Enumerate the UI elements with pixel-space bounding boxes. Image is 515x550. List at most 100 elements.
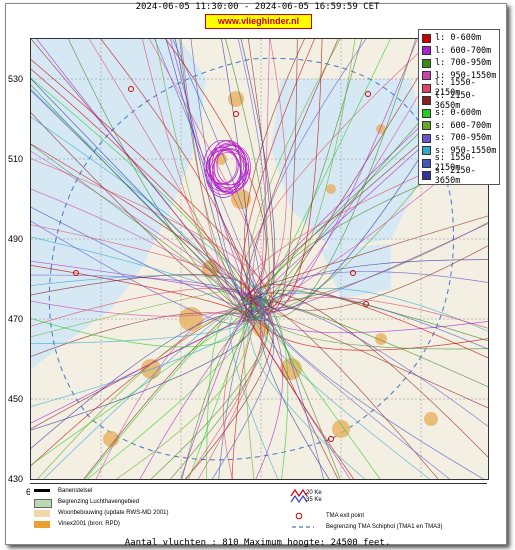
- flight-track: [174, 39, 271, 322]
- tma-exit-label: TMA exit point: [326, 513, 365, 519]
- flight-track: [172, 39, 262, 306]
- flight-track: [31, 112, 254, 319]
- tma-exit-icon: [295, 512, 303, 520]
- y-tick-label: 530: [8, 74, 24, 84]
- flight-track: [244, 39, 287, 300]
- legend-item: s: 600-700m: [419, 120, 499, 133]
- legend-swatch: [422, 96, 431, 106]
- flight-track: [198, 319, 263, 479]
- legend-label: l: 0-600m: [435, 33, 482, 44]
- airport-boundary-swatch: [34, 499, 52, 508]
- flight-track: [247, 318, 351, 479]
- y-tick-label: 470: [8, 314, 24, 324]
- vinex-swatch: [34, 521, 50, 528]
- altitude-legend: l: 0-600m l: 600-700m l: 700-950m l: 950-15…: [418, 29, 500, 186]
- legend-swatch: [422, 46, 431, 56]
- legend-swatch: [422, 108, 431, 118]
- flight-track: [264, 39, 298, 309]
- flight-track: [253, 295, 283, 479]
- flight-summary: Aantal vluchten : 810 Maximum hoogte: 24…: [124, 538, 391, 548]
- flight-track: [31, 78, 246, 299]
- flight-track: [256, 223, 488, 314]
- flight-track: [31, 318, 249, 348]
- legend-item: s: 1550-2150m: [419, 153, 499, 173]
- housing-swatch: [34, 510, 50, 517]
- flight-track: [95, 311, 250, 479]
- map-canvas: [31, 39, 488, 479]
- flight-track: [268, 245, 488, 311]
- flight-track: [149, 39, 273, 312]
- runways-swatch: [34, 489, 50, 492]
- flight-track: [31, 274, 266, 322]
- flight-track: [218, 296, 262, 479]
- flight-track: [31, 151, 257, 321]
- runways-label: Banenstelsel: [58, 488, 93, 494]
- flight-track: [244, 39, 305, 302]
- legend-item: l: 2150-3650m: [419, 91, 499, 111]
- housing-label: Woonbebouwing (update RWS-MD 2001): [58, 510, 169, 516]
- map-key: Banenstelsel Begrenzing Luchthavengebied…: [30, 483, 487, 539]
- legend-item: l: 600-700m: [419, 45, 499, 58]
- flight-track: [256, 316, 430, 479]
- flight-track: [250, 39, 356, 306]
- flight-track: [248, 39, 275, 309]
- flight-track: [31, 321, 250, 345]
- flight-track: [244, 295, 381, 479]
- tma-exit-points: [73, 86, 371, 442]
- flight-track: [180, 302, 260, 479]
- legend-item: l: 950-1550m: [419, 70, 499, 83]
- legend-label: s: 700-950m: [435, 133, 492, 144]
- site-badge[interactable]: www.vlieghinder.nl: [205, 14, 312, 29]
- flight-track: [248, 300, 341, 479]
- flight-track: [223, 319, 255, 479]
- legend-swatch: [422, 158, 431, 168]
- holding-pattern: [208, 144, 250, 189]
- legend-label: s: 0-600m: [435, 108, 482, 119]
- airport-boundary-label: Begrenzing Luchthavengebied: [58, 499, 140, 505]
- legend-swatch: [422, 83, 431, 93]
- flight-track: [249, 297, 366, 479]
- legend-swatch: [422, 33, 431, 43]
- holding-pattern: [203, 139, 242, 192]
- legend-item: l: 0-600m: [419, 32, 499, 45]
- flight-track: [31, 313, 253, 449]
- legend-item: s: 0-600m: [419, 107, 499, 120]
- legend-label: l: 1550-2150m: [434, 78, 476, 99]
- flight-track: [31, 224, 256, 300]
- flight-track: [269, 290, 488, 342]
- flight-track-map[interactable]: [30, 38, 489, 480]
- flight-track: [211, 323, 275, 479]
- legend-swatch: [422, 58, 431, 68]
- tma-boundary-icon: [292, 526, 314, 528]
- y-tick-label: 490: [8, 234, 24, 244]
- legend-item: l: 700-950m: [419, 57, 499, 70]
- flight-track: [85, 308, 244, 479]
- tma-boundary-label: Begrenzing TMA Schiphol (TMA1 en TMA3): [326, 524, 443, 530]
- legend-label: s: 950-1550m: [435, 145, 497, 156]
- flight-track: [155, 39, 250, 306]
- flight-track: [31, 90, 249, 322]
- vinex-label: Vinex2001 (bron: RPD): [58, 521, 120, 527]
- legend-item: s: 2150-3650m: [419, 166, 499, 186]
- flight-track: [31, 188, 251, 322]
- flight-track: [263, 39, 416, 318]
- flight-track: [37, 312, 257, 479]
- legend-swatch: [422, 71, 431, 81]
- legend-swatch: [422, 121, 431, 131]
- noise-contour-label: 20 Ke 35 Ke: [306, 490, 322, 503]
- flight-track: [165, 39, 262, 303]
- legend-swatch: [422, 133, 431, 143]
- flight-track: [31, 158, 274, 318]
- flight-track: [150, 300, 270, 479]
- y-tick-label: 450: [8, 394, 24, 404]
- flight-track: [31, 84, 265, 317]
- north-sea-islands: [191, 39, 261, 64]
- flight-track: [225, 39, 270, 317]
- legend-item: s: 700-950m: [419, 132, 499, 145]
- legend-label: s: 2150-3650m: [434, 165, 476, 186]
- flight-track: [31, 59, 271, 306]
- legend-label: l: 600-700m: [435, 45, 492, 56]
- noise-contour-icon: [290, 488, 308, 504]
- flight-track: [87, 309, 264, 479]
- flight-track: [100, 39, 252, 315]
